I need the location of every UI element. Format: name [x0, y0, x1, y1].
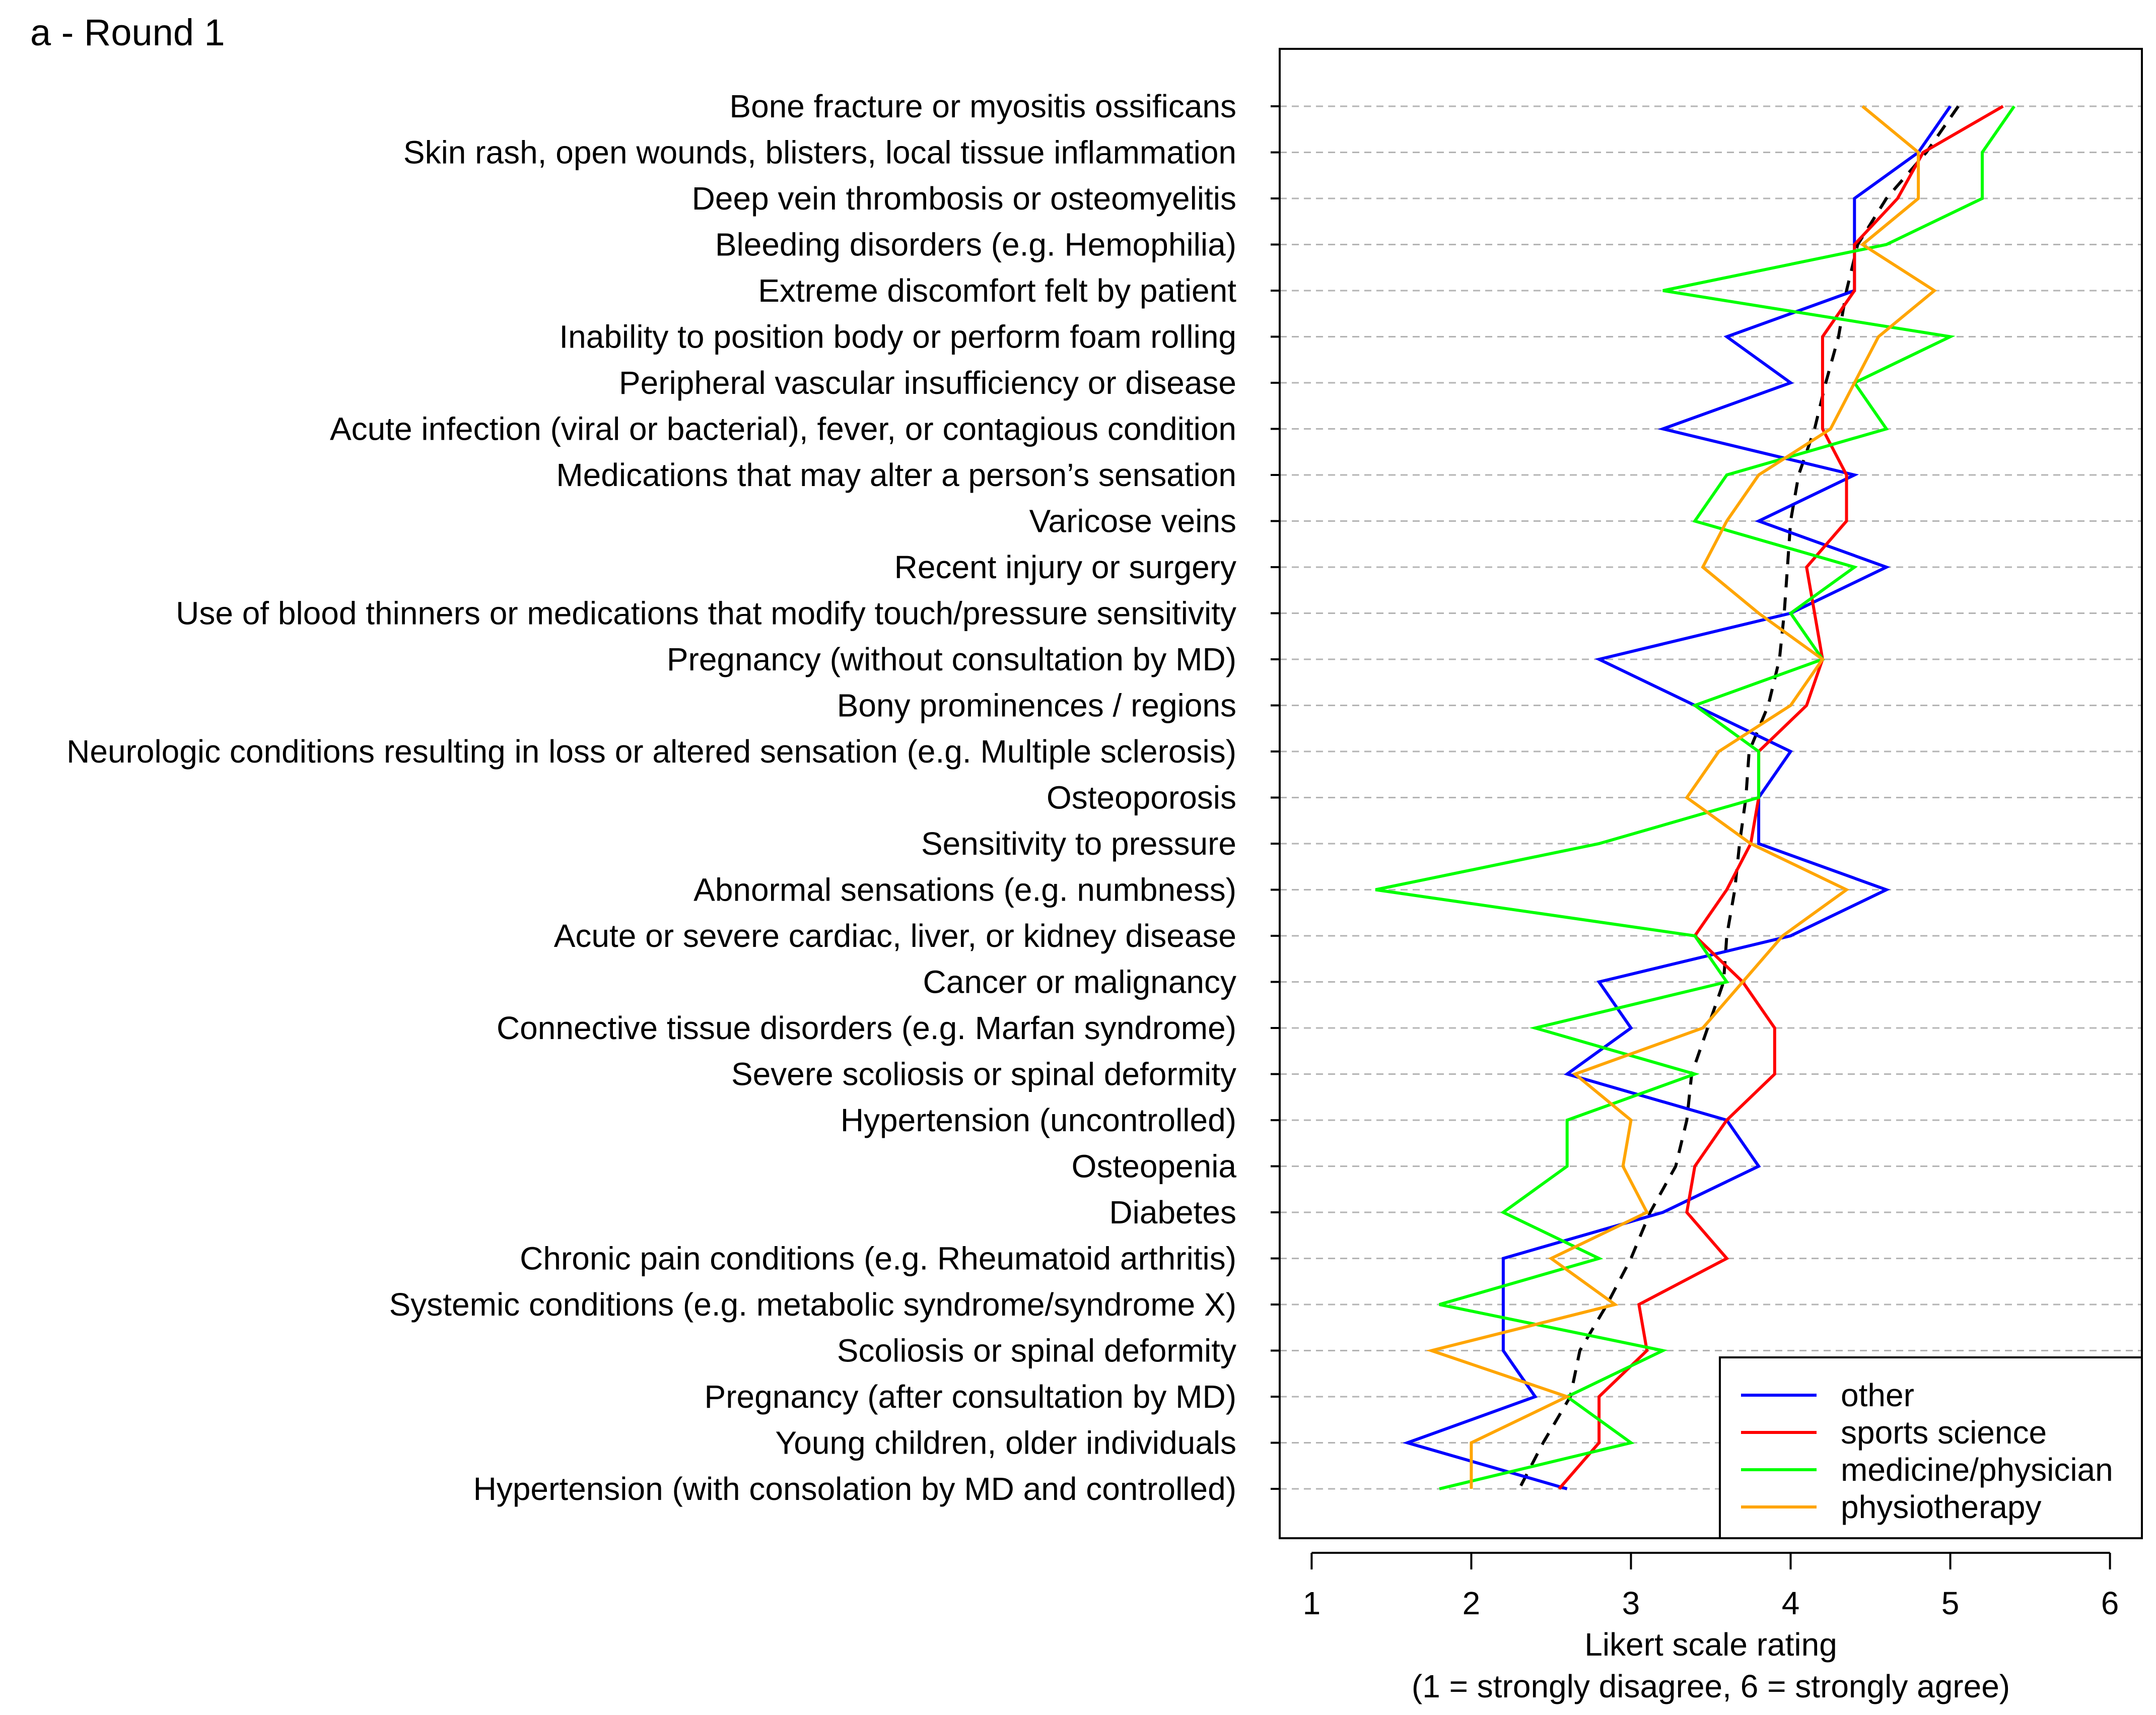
series-line-physiotherapy: [1426, 105, 1937, 1489]
category-label: Deep vein thrombosis or osteomyelitis: [692, 180, 1236, 217]
category-label: Medications that may alter a person’s se…: [556, 457, 1236, 493]
category-label: Pregnancy (without consultation by MD): [667, 641, 1236, 677]
category-label: Recent injury or surgery: [894, 549, 1236, 585]
category-label: Chronic pain conditions (e.g. Rheumatoid…: [520, 1241, 1236, 1277]
legend-label: other: [1841, 1377, 1914, 1413]
category-label: Diabetes: [1109, 1194, 1236, 1230]
x-tick-label: 1: [1303, 1585, 1321, 1621]
category-label: Skin rash, open wounds, blisters, local …: [403, 134, 1236, 171]
series-line-medicine-physician: [1375, 105, 2015, 1490]
category-label: Use of blood thinners or medications tha…: [176, 595, 1236, 632]
x-axis-title: Likert scale rating: [1584, 1626, 1837, 1663]
plot-frame: [1279, 48, 2143, 1539]
category-label: Systemic conditions (e.g. metabolic synd…: [389, 1286, 1236, 1323]
legend-label: sports science: [1841, 1414, 2047, 1451]
category-label: Osteoporosis: [1047, 780, 1236, 816]
category-label: Bone fracture or myositis ossificans: [729, 88, 1236, 124]
series-line-overall: [1517, 105, 1960, 1490]
x-tick-label: 4: [1782, 1585, 1800, 1621]
category-label: Hypertension (with consolation by MD and…: [473, 1471, 1236, 1507]
category-label: Varicose veins: [1029, 503, 1236, 539]
category-label: Cancer or malignancy: [923, 964, 1237, 1000]
category-label: Connective tissue disorders (e.g. Marfan…: [497, 1010, 1236, 1046]
category-label: Hypertension (uncontrolled): [841, 1102, 1236, 1138]
category-label: Acute or severe cardiac, liver, or kidne…: [554, 918, 1236, 954]
category-label: Bony prominences / regions: [837, 688, 1236, 724]
category-label: Scoliosis or spinal deformity: [837, 1333, 1236, 1369]
category-label: Bleeding disorders (e.g. Hemophilia): [715, 227, 1236, 263]
category-label: Abnormal sensations (e.g. numbness): [693, 872, 1236, 908]
x-axis-subtitle: (1 = strongly disagree, 6 = strongly agr…: [1412, 1668, 2010, 1704]
category-label: Severe scoliosis or spinal deformity: [731, 1056, 1236, 1092]
category-label: Young children, older individuals: [775, 1425, 1236, 1461]
category-label: Acute infection (viral or bacterial), fe…: [330, 411, 1236, 447]
x-tick-label: 2: [1463, 1585, 1481, 1621]
category-label: Pregnancy (after consultation by MD): [705, 1379, 1236, 1415]
category-labels: Bone fracture or myositis ossificans Skin…: [66, 88, 1236, 1507]
x-axis: 1 2 3 4 5 6: [1303, 1552, 2119, 1621]
category-label: Extreme discomfort felt by patient: [758, 272, 1236, 309]
x-tick-label: 3: [1622, 1585, 1640, 1621]
series-layer: [1375, 105, 2015, 1490]
category-label: Osteopenia: [1072, 1148, 1237, 1185]
category-label: Sensitivity to pressure: [921, 826, 1236, 862]
x-tick-label: 5: [1941, 1585, 1960, 1621]
legend-label: physiotherapy: [1841, 1489, 2041, 1525]
x-tick-label: 6: [2101, 1585, 2119, 1621]
legend-label: medicine/physician: [1841, 1452, 2113, 1488]
category-label: Peripheral vascular insufficiency or dis…: [619, 365, 1236, 401]
category-label: Neurologic conditions resulting in loss …: [66, 733, 1236, 770]
grid-layer: [1271, 105, 2142, 1490]
category-label: Inability to position body or perform fo…: [559, 319, 1236, 355]
chart-title: a - Round 1: [30, 12, 225, 53]
